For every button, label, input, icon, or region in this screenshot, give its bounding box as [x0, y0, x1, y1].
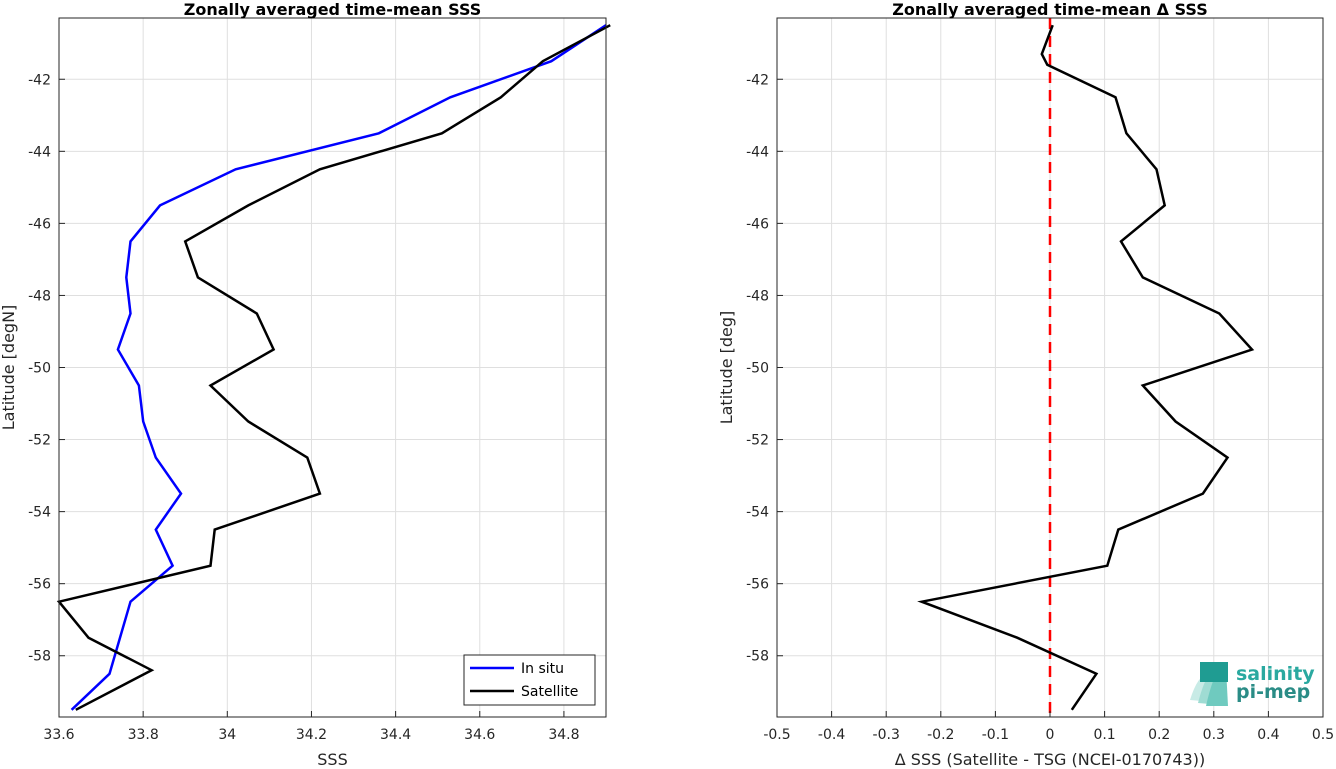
x-tick-label: 33.6	[43, 727, 74, 743]
x-tick-label: 33.8	[128, 727, 159, 743]
x-tick-label: 34	[218, 727, 236, 743]
x-tick-label: 34.8	[548, 727, 579, 743]
x-tick-label: 34.4	[380, 727, 411, 743]
y-tick-label: -52	[28, 433, 51, 449]
logo-text-pi-mep: pi-mep	[1236, 681, 1310, 703]
x-tick-label: 0.5	[1312, 727, 1334, 743]
x-axis-label: SSS	[317, 750, 347, 769]
x-tick-label: -0.3	[873, 727, 900, 743]
y-tick-label: -46	[28, 216, 51, 232]
x-tick-label: 34.6	[464, 727, 495, 743]
logo-text-salinity: salinity	[1236, 663, 1315, 685]
x-tick-label: 0.1	[1093, 727, 1115, 743]
salinity-pi-mep-logo: salinity pi-mep	[1190, 662, 1315, 706]
series-group	[917, 24, 1255, 711]
y-tick-label: -54	[746, 505, 769, 521]
y-tick-label: -56	[28, 577, 51, 593]
legend: In situ Satellite	[463, 654, 596, 706]
x-tick-label: 0.2	[1148, 727, 1170, 743]
chart-title: Zonally averaged time-mean Δ SSS	[892, 0, 1208, 19]
y-tick-label: -50	[746, 361, 769, 377]
x-tick-label: -0.4	[818, 727, 845, 743]
y-tick-label: -42	[746, 72, 769, 88]
x-tick-label: -0.5	[763, 727, 790, 743]
legend-box	[463, 654, 596, 706]
y-tick-label: -44	[746, 144, 769, 160]
series-line-in-situ	[70, 24, 607, 711]
y-tick-label: -48	[28, 288, 51, 304]
y-axis-label: Latitude [degN]	[0, 305, 18, 431]
y-tick-label: -58	[746, 649, 769, 665]
series-line-satellite	[56, 24, 611, 711]
y-tick-label: -46	[746, 216, 769, 232]
legend-label-in-situ: In situ	[521, 661, 564, 677]
y-tick-label: -58	[28, 649, 51, 665]
x-tick-label: 0	[1046, 727, 1055, 743]
y-axis-label: Latitude [deg]	[717, 311, 736, 425]
y-tick-label: -50	[28, 361, 51, 377]
ticks: -0.5 -0.4 -0.3 -0.2 -0.1 0 0.1 0.2 0.3 0.4 0.5 -42 -…	[746, 72, 1334, 743]
grid	[58, 18, 606, 717]
x-tick-label: 0.3	[1203, 727, 1225, 743]
y-tick-label: -48	[746, 288, 769, 304]
y-tick-label: -54	[28, 505, 51, 521]
delta-sss-profile-chart: -0.5 -0.4 -0.3 -0.2 -0.1 0 0.1 0.2 0.3 0.4 0.5 -42 -…	[717, 0, 1334, 769]
y-tick-label: -52	[746, 433, 769, 449]
series-group	[56, 24, 611, 711]
x-tick-label: 34.2	[296, 727, 327, 743]
y-tick-label: -56	[746, 577, 769, 593]
series-line-delta	[917, 24, 1255, 711]
x-tick-label: -0.1	[982, 727, 1009, 743]
chart-title: Zonally averaged time-mean SSS	[184, 0, 482, 19]
y-tick-label: -42	[28, 72, 51, 88]
logo-waves-icon	[1190, 662, 1228, 706]
legend-label-satellite: Satellite	[521, 684, 578, 700]
y-tick-label: -44	[28, 144, 51, 160]
x-axis-label: Δ SSS (Satellite - TSG (NCEI-0170743))	[895, 750, 1205, 769]
x-tick-label: -0.2	[927, 727, 954, 743]
x-tick-label: 0.4	[1257, 727, 1279, 743]
ticks: 33.6 33.8 34 34.2 34.4 34.6 34.8 -42 -44 -46 -48 -5…	[28, 72, 579, 743]
sss-profile-chart: 33.6 33.8 34 34.2 34.4 34.6 34.8 -42 -44 -46 -48 -5…	[0, 0, 611, 769]
